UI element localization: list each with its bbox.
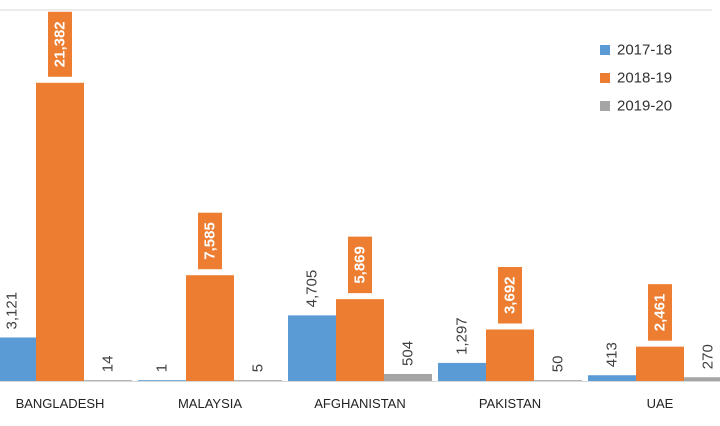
- data-label-bangladesh-2019-20: 14: [100, 356, 117, 373]
- data-label-bangladesh-2017-18: 3,121: [4, 292, 21, 330]
- data-label-malaysia-2018-19: 7,585: [202, 222, 219, 260]
- bar-malaysia-2019-20: [234, 380, 282, 381]
- data-label-box-afghanistan-2018-19: [348, 236, 372, 294]
- data-label-afghanistan-2018-19: 5,869: [352, 246, 369, 284]
- category-label-afghanistan: AFGHANISTAN: [314, 396, 406, 411]
- bar-pakistan-2018-19: [486, 329, 534, 381]
- category-label-malaysia: MALAYSIA: [178, 396, 242, 411]
- category-label-bangladesh: BANGLADESH: [16, 396, 105, 411]
- data-label-afghanistan-2017-18: 4,705: [304, 270, 321, 308]
- legend: 2017-18 2018-19 2019-20: [600, 42, 672, 115]
- data-labels-group: 3,121 21,382 14 1 7,585 5 4,705 5,869 504 1,297 3,…: [4, 11, 717, 373]
- data-label-box-malaysia-2018-19: [198, 212, 222, 270]
- legend-label-2018-19: 2018-19: [617, 70, 672, 87]
- bars-group: [0, 82, 720, 381]
- bar-uae-2018-19: [636, 346, 684, 381]
- bar-malaysia-2018-19: [186, 275, 234, 381]
- bar-afghanistan-2019-20: [384, 373, 432, 381]
- data-label-malaysia-2017-18: 1: [154, 364, 171, 372]
- legend-label-2017-18: 2017-18: [617, 42, 672, 59]
- bar-uae-2019-20: [684, 377, 720, 381]
- data-label-uae-2019-20: 270: [700, 344, 717, 369]
- bar-uae-2017-18: [588, 375, 636, 381]
- data-label-pakistan-2019-20: 50: [550, 356, 567, 373]
- bar-afghanistan-2017-18: [288, 315, 336, 381]
- data-label-pakistan-2018-19: 3,692: [502, 276, 519, 314]
- bar-pakistan-2017-18: [438, 362, 486, 381]
- data-label-pakistan-2017-18: 1,297: [454, 317, 471, 355]
- bar-malaysia-2017-18: [138, 380, 186, 381]
- data-label-malaysia-2019-20: 5: [250, 364, 267, 372]
- data-label-bangladesh-2018-19: 21,382: [52, 21, 69, 67]
- data-label-uae-2017-18: 413: [604, 342, 621, 367]
- legend-swatch-2019-20: [600, 101, 610, 111]
- legend-swatch-2018-19: [600, 73, 610, 83]
- data-label-afghanistan-2019-20: 504: [400, 341, 417, 366]
- legend-swatch-2017-18: [600, 45, 610, 55]
- bar-bangladesh-2019-20: [84, 380, 132, 381]
- data-label-box-pakistan-2018-19: [498, 267, 522, 324]
- bar-pakistan-2019-20: [534, 380, 582, 381]
- data-label-box-bangladesh-2018-19: [48, 11, 72, 77]
- legend-label-2019-20: 2019-20: [617, 98, 672, 115]
- data-label-uae-2018-19: 2,461: [652, 294, 669, 332]
- bar-bangladesh-2017-18: [0, 337, 36, 381]
- category-label-pakistan: PAKISTAN: [479, 396, 541, 411]
- bar-afghanistan-2018-19: [336, 299, 384, 381]
- bar-bangladesh-2018-19: [36, 82, 84, 381]
- category-labels-group: BANGLADESH MALAYSIA AFGHANISTAN PAKISTAN UAE: [16, 396, 674, 411]
- category-label-uae: UAE: [647, 396, 674, 411]
- data-label-box-uae-2018-19: [648, 284, 672, 341]
